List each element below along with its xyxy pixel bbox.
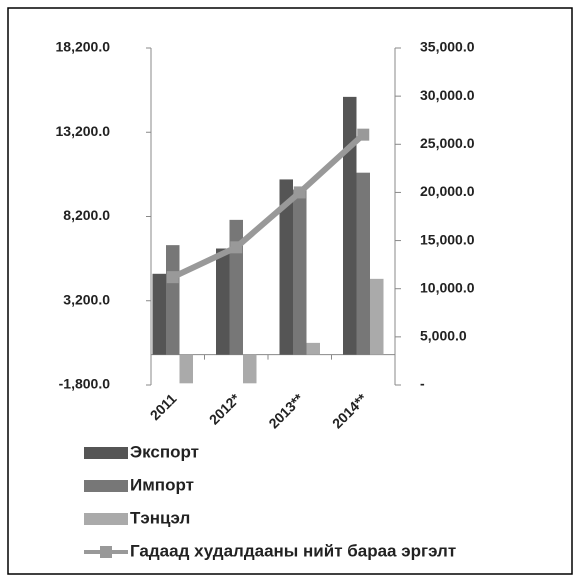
legend-label: Гадаад худалдааны нийт бараа эргэлт	[130, 541, 456, 560]
y-tick-label: 13,200.0	[56, 123, 111, 139]
legend-label: Экспорт	[130, 442, 199, 461]
line-marker	[357, 128, 370, 141]
y2-tick-label: 15,000.0	[420, 231, 475, 247]
bar	[243, 354, 257, 384]
y2-tick-label: 10,000.0	[420, 279, 475, 295]
legend-swatch	[84, 480, 128, 492]
bar	[306, 342, 320, 355]
bar	[229, 219, 243, 355]
y2-tick-label: 5,000.0	[420, 328, 467, 344]
y-tick-label: -1,800.0	[59, 376, 111, 392]
bar	[216, 248, 230, 355]
legend-swatch	[100, 546, 112, 558]
line	[171, 132, 366, 280]
y2-tick-label: 30,000.0	[420, 87, 475, 103]
bar	[166, 245, 180, 355]
legend-label: Импорт	[130, 475, 194, 494]
legend-swatch	[84, 513, 128, 525]
y2-tick-label: -	[420, 376, 425, 392]
y2-tick-label: 25,000.0	[420, 135, 475, 151]
y2-tick-label: 20,000.0	[420, 183, 475, 199]
bar	[356, 172, 370, 355]
line-marker	[230, 241, 243, 254]
y-tick-label: 3,200.0	[63, 291, 110, 307]
legend-swatch	[84, 447, 128, 459]
bar	[370, 278, 384, 355]
bar	[293, 189, 307, 355]
legend-label: Тэнцэл	[130, 508, 190, 527]
y-tick-label: 8,200.0	[63, 207, 110, 223]
bar	[279, 179, 293, 355]
y-tick-label: 18,200.0	[56, 39, 111, 55]
bar	[152, 273, 166, 355]
bar	[179, 354, 193, 384]
line-marker	[293, 186, 306, 199]
line-marker	[166, 271, 179, 284]
y2-tick-label: 35,000.0	[420, 39, 475, 55]
bar	[343, 96, 357, 355]
